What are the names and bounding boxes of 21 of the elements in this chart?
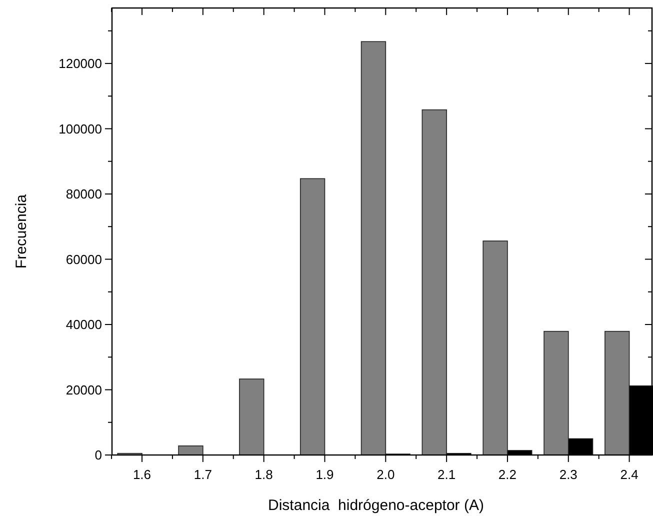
y-tick-label: 80000 bbox=[66, 186, 102, 202]
y-tick-label: 0 bbox=[94, 448, 102, 463]
x-tick-label: 2.1 bbox=[438, 467, 456, 482]
x-tick-label: 1.8 bbox=[254, 467, 273, 482]
y-tick-label: 100000 bbox=[58, 121, 102, 136]
x-tick-label: 1.7 bbox=[194, 467, 212, 482]
bar bbox=[300, 178, 326, 456]
x-tick-label: 1.9 bbox=[316, 467, 334, 482]
x-axis-title: Distancia hidrógeno-aceptor (A) bbox=[268, 497, 484, 514]
y-tick-label: 120000 bbox=[58, 56, 102, 72]
y-axis-title: Frecuencia bbox=[13, 194, 30, 269]
y-tick-label: 40000 bbox=[66, 317, 102, 332]
bar bbox=[178, 445, 204, 456]
x-tick-label: 2.3 bbox=[559, 467, 578, 482]
x-tick-label: 1.6 bbox=[132, 467, 152, 482]
y-tick-label: 20000 bbox=[66, 382, 102, 398]
x-tick-label: 2.4 bbox=[620, 467, 638, 482]
bar bbox=[239, 378, 264, 456]
y-tick-label: 60000 bbox=[66, 252, 102, 267]
x-tick-label: 2.2 bbox=[498, 467, 517, 482]
x-tick-label: 2.0 bbox=[376, 467, 395, 482]
